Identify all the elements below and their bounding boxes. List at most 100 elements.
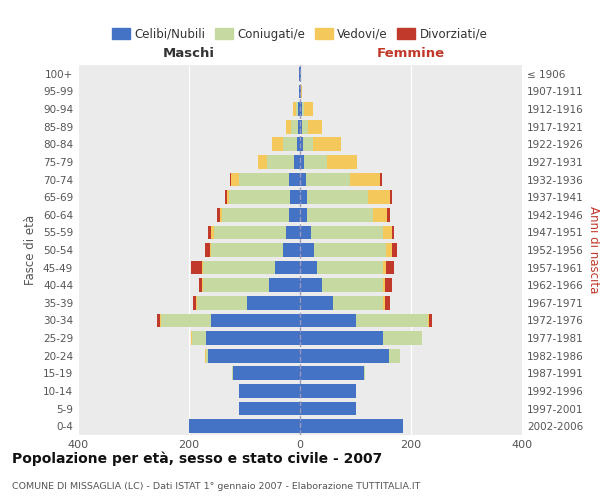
Bar	[233, 366, 300, 380]
Bar	[208, 226, 211, 239]
Bar	[300, 402, 355, 415]
Bar	[300, 243, 314, 257]
Bar	[389, 349, 400, 362]
Bar	[334, 296, 383, 310]
Bar	[214, 226, 286, 239]
Bar	[302, 120, 308, 134]
Bar	[300, 226, 311, 239]
Bar	[300, 172, 305, 186]
Bar	[217, 208, 220, 222]
Legend: Celibi/Nubili, Coniugati/e, Vedovi/e, Divorziati/e: Celibi/Nubili, Coniugati/e, Vedovi/e, Di…	[107, 23, 493, 45]
Bar	[298, 102, 300, 116]
Bar	[314, 243, 386, 257]
Bar	[289, 208, 300, 222]
Bar	[326, 155, 357, 169]
Bar	[192, 331, 206, 345]
Bar	[380, 172, 382, 186]
Bar	[305, 172, 350, 186]
Bar	[311, 226, 383, 239]
Bar	[205, 349, 206, 362]
Bar	[428, 314, 429, 328]
Bar	[211, 314, 300, 328]
Bar	[197, 296, 247, 310]
Bar	[269, 278, 300, 292]
Bar	[239, 384, 300, 398]
Bar	[283, 243, 300, 257]
Bar	[161, 314, 211, 328]
Bar	[290, 190, 300, 204]
Bar	[229, 190, 290, 204]
Bar	[286, 120, 291, 134]
Bar	[313, 138, 341, 151]
Bar	[247, 296, 300, 310]
Bar	[386, 260, 394, 274]
Bar	[157, 314, 160, 328]
Bar	[275, 260, 300, 274]
Text: Maschi: Maschi	[163, 46, 215, 60]
Bar	[293, 102, 296, 116]
Bar	[300, 278, 322, 292]
Bar	[429, 314, 431, 328]
Bar	[300, 420, 403, 433]
Bar	[193, 296, 196, 310]
Text: COMUNE DI MISSAGLIA (LC) - Dati ISTAT 1° gennaio 2007 - Elaborazione TUTTITALIA.: COMUNE DI MISSAGLIA (LC) - Dati ISTAT 1°…	[12, 482, 421, 491]
Bar	[304, 155, 326, 169]
Bar	[239, 172, 289, 186]
Bar	[383, 331, 422, 345]
Bar	[307, 190, 368, 204]
Bar	[203, 278, 269, 292]
Bar	[160, 314, 161, 328]
Bar	[199, 278, 202, 292]
Bar	[202, 278, 203, 292]
Bar	[220, 208, 223, 222]
Bar	[300, 155, 304, 169]
Bar	[301, 84, 302, 98]
Bar	[191, 331, 192, 345]
Bar	[230, 172, 239, 186]
Bar	[211, 243, 283, 257]
Bar	[300, 120, 302, 134]
Bar	[272, 138, 283, 151]
Bar	[295, 155, 300, 169]
Bar	[202, 260, 203, 274]
Bar	[386, 243, 392, 257]
Bar	[298, 120, 300, 134]
Bar	[206, 349, 208, 362]
Bar	[300, 296, 334, 310]
Bar	[300, 331, 383, 345]
Bar	[283, 138, 297, 151]
Bar	[300, 384, 355, 398]
Bar	[300, 190, 307, 204]
Bar	[239, 402, 300, 415]
Y-axis label: Anni di nascita: Anni di nascita	[587, 206, 600, 294]
Bar	[232, 366, 233, 380]
Bar	[289, 172, 300, 186]
Bar	[300, 314, 355, 328]
Bar	[300, 208, 307, 222]
Bar	[300, 138, 303, 151]
Bar	[383, 226, 392, 239]
Bar	[211, 226, 214, 239]
Bar	[385, 278, 392, 292]
Bar	[206, 331, 300, 345]
Bar	[286, 226, 300, 239]
Bar	[303, 138, 313, 151]
Bar	[317, 260, 383, 274]
Bar	[373, 208, 387, 222]
Bar	[191, 260, 202, 274]
Y-axis label: Fasce di età: Fasce di età	[25, 215, 37, 285]
Bar	[291, 120, 298, 134]
Bar	[385, 296, 391, 310]
Bar	[208, 349, 300, 362]
Bar	[304, 102, 313, 116]
Bar	[302, 102, 304, 116]
Bar	[189, 420, 300, 433]
Bar	[259, 155, 266, 169]
Bar	[307, 208, 373, 222]
Bar	[355, 314, 428, 328]
Bar	[364, 366, 365, 380]
Bar	[205, 243, 209, 257]
Bar	[300, 102, 302, 116]
Bar	[266, 155, 295, 169]
Text: Popolazione per età, sesso e stato civile - 2007: Popolazione per età, sesso e stato civil…	[12, 451, 382, 466]
